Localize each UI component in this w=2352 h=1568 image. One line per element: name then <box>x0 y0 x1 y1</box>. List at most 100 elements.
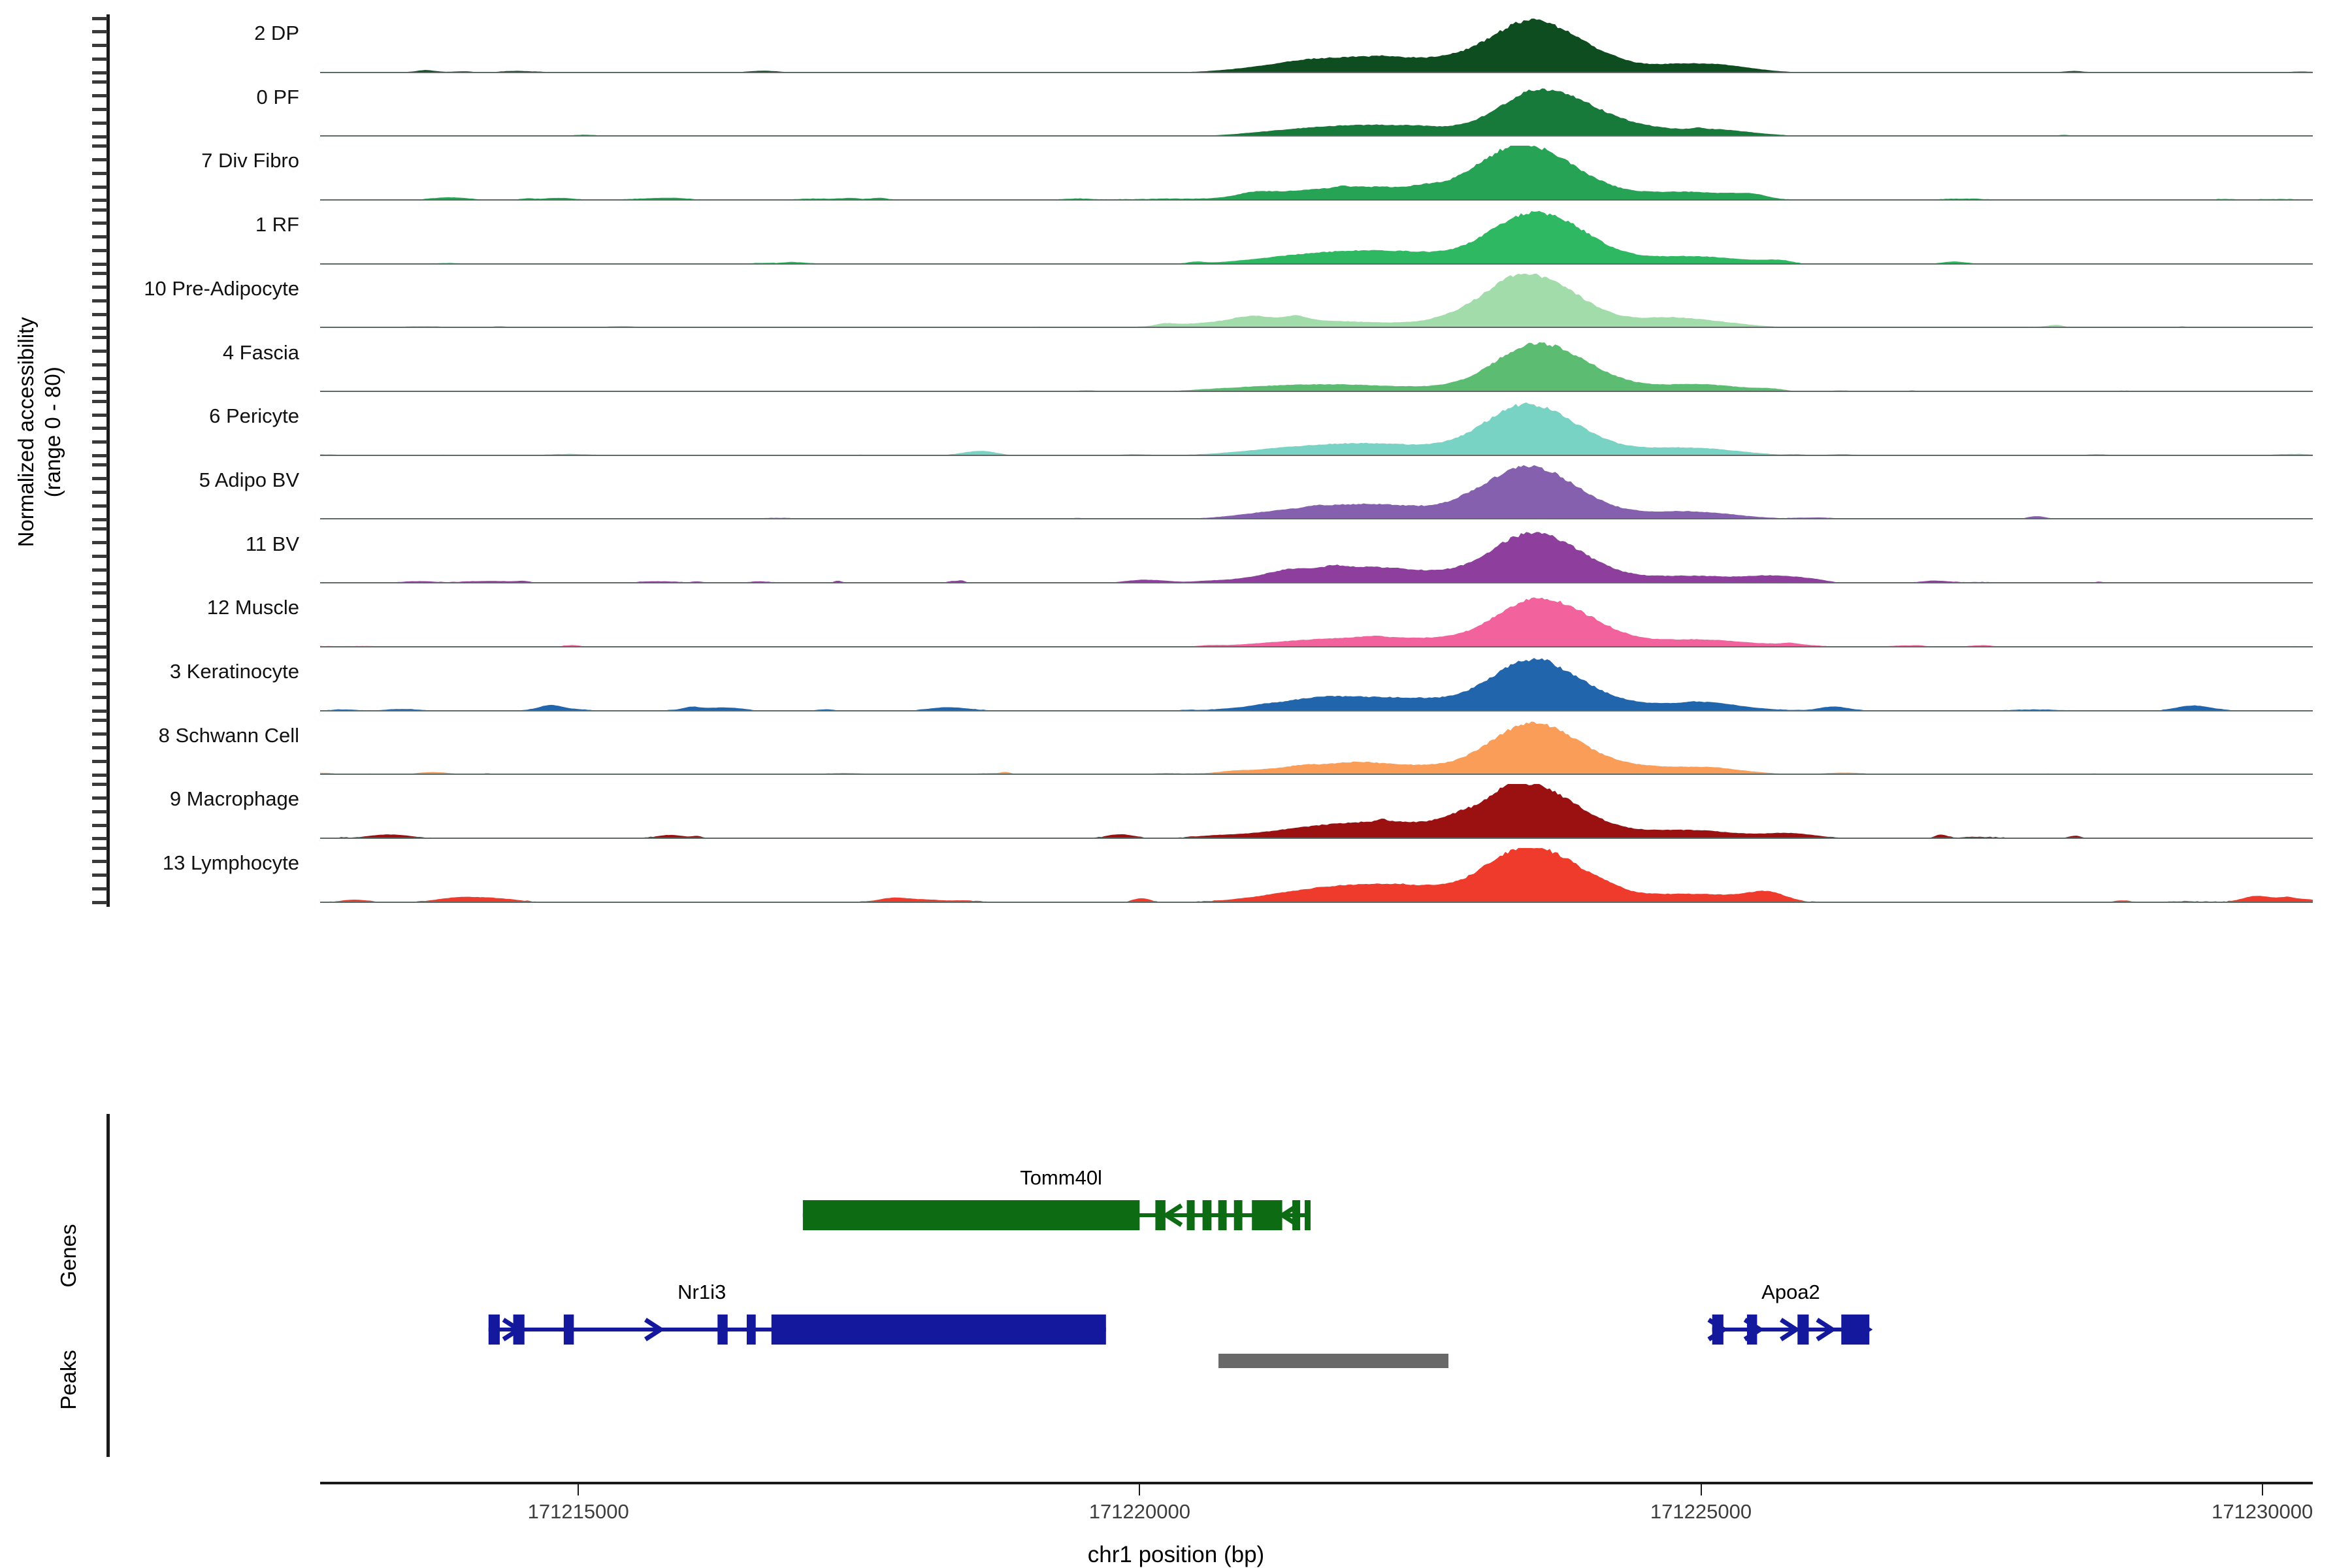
signal-track <box>320 657 2313 711</box>
track-baseline <box>320 645 2313 647</box>
track-baseline <box>320 71 2313 73</box>
y-axis-tick <box>92 30 107 34</box>
track-baseline <box>320 391 2313 392</box>
y-axis-tick <box>92 363 107 367</box>
y-axis-tick <box>92 336 107 339</box>
y-axis-tick <box>92 860 107 864</box>
y-axis-tick <box>92 837 107 841</box>
y-axis-tick <box>92 413 107 417</box>
y-axis-tick <box>92 823 107 827</box>
y-axis-tick <box>92 454 107 458</box>
y-axis-tick <box>92 221 107 225</box>
track-label-9-macrophage: 9 Macrophage <box>169 787 299 811</box>
track-label-12-muscle: 12 Muscle <box>206 596 299 619</box>
signal-track <box>320 210 2313 265</box>
track-label-6-pericyte: 6 Pericyte <box>209 404 299 428</box>
y-axis-tick <box>92 554 107 558</box>
y-axis-tick <box>92 696 107 700</box>
signal-area <box>320 146 2313 201</box>
y-axis-title-line2: (range 0 - 80) <box>41 367 65 498</box>
track-label-7-div-fibro: 7 Div Fibro <box>201 149 299 172</box>
y-axis-tick <box>92 682 107 686</box>
y-axis-tick <box>92 299 107 303</box>
x-axis-label: chr1 position (bp) <box>1087 1542 1265 1567</box>
y-axis-tick <box>92 71 107 74</box>
signal-track <box>320 848 2313 903</box>
y-axis-tick <box>92 477 107 481</box>
y-axis-tick <box>92 171 107 175</box>
y-axis-tick <box>92 463 107 467</box>
x-axis-tick <box>1139 1484 1141 1495</box>
peaks-axis-spine <box>106 1307 110 1457</box>
x-axis-tick-label: 171215000 <box>527 1500 629 1523</box>
signal-area <box>320 593 2313 647</box>
y-axis-tick <box>92 80 107 84</box>
x-axis-tick-label: 171220000 <box>1088 1500 1190 1523</box>
signal-area <box>320 784 2313 839</box>
y-axis-tick <box>92 504 107 508</box>
track-label-11-bv: 11 BV <box>245 532 299 555</box>
y-axis-title-line1: Normalized accessibility <box>13 317 38 547</box>
x-axis-tick <box>1700 1484 1702 1495</box>
signal-track <box>320 146 2313 201</box>
genes-track-area: Tomm40l Nr1i3 Apoa2 <box>320 1114 2313 1401</box>
y-axis-tick <box>92 568 107 572</box>
track-baseline <box>320 837 2313 839</box>
track-label-0-pf: 0 PF <box>256 85 299 108</box>
x-axis-tick <box>578 1484 580 1495</box>
y-axis-tick <box>92 527 107 531</box>
track-baseline <box>320 901 2313 903</box>
y-axis-tick <box>92 286 107 289</box>
track-baseline <box>320 454 2313 456</box>
x-axis-tick-label: 171225000 <box>1650 1500 1752 1523</box>
signal-track <box>320 401 2313 456</box>
y-axis-tick <box>92 390 107 394</box>
track-label-4-fascia: 4 Fascia <box>222 340 299 364</box>
y-axis-tick <box>92 399 107 403</box>
x-axis-tick-label: 171230000 <box>2212 1500 2313 1523</box>
y-axis-tick <box>92 157 107 161</box>
gene-label-tomm40l: Tomm40l <box>1020 1166 1102 1189</box>
signal-track <box>320 82 2313 137</box>
track-baseline <box>320 582 2313 584</box>
signal-area <box>320 210 2313 265</box>
signal-area <box>320 529 2313 584</box>
y-axis-tick <box>92 887 107 891</box>
track-baseline <box>320 710 2313 711</box>
signal-track <box>320 338 2313 392</box>
y-axis-tick <box>92 782 107 786</box>
track-label-1-rf: 1 RF <box>255 213 299 237</box>
y-axis-tick <box>92 272 107 276</box>
y-axis-tick <box>92 312 107 316</box>
track-label-5-adipo-bv: 5 Adipo BV <box>199 468 299 491</box>
signal-area <box>320 18 2313 73</box>
y-axis-tick <box>92 44 107 48</box>
signal-area <box>320 657 2313 711</box>
track-baseline <box>320 518 2313 520</box>
y-axis-tick <box>92 440 107 444</box>
y-axis-tick <box>92 16 107 20</box>
x-axis-tick <box>2261 1484 2263 1495</box>
gene-label-apoa2: Apoa2 <box>1761 1281 1820 1303</box>
y-axis-tick <box>92 57 107 61</box>
y-axis-tick <box>92 655 107 659</box>
genes-axis-spine <box>106 1114 110 1401</box>
y-axis-tick <box>92 604 107 608</box>
signal-track <box>320 721 2313 776</box>
track-label-8-schwann-cell: 8 Schwann Cell <box>158 723 299 747</box>
y-axis-tick <box>92 591 107 595</box>
y-axis-tick <box>92 796 107 800</box>
y-axis-tick <box>92 349 107 353</box>
y-axis-tick <box>92 618 107 622</box>
y-axis-tick <box>92 540 107 544</box>
track-label-10-pre-adipocyte: 10 Pre-Adipocyte <box>144 276 299 300</box>
signal-area <box>320 848 2313 903</box>
y-axis-tick <box>92 719 107 723</box>
track-label-13-lymphocyte: 13 Lymphocyte <box>162 851 299 875</box>
signal-area <box>320 338 2313 392</box>
y-axis-tick <box>92 208 107 212</box>
peaks-track-area <box>320 1307 2313 1457</box>
track-baseline <box>320 774 2313 776</box>
signal-area <box>320 401 2313 456</box>
